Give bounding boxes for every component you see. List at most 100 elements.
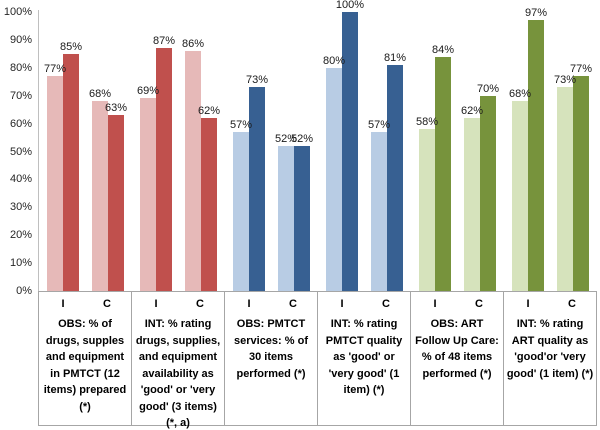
bar-pair-i-4: 80% 100% <box>323 0 364 291</box>
group-description: OBS: PMTCT services: % of 30 items perfo… <box>234 318 308 380</box>
bar-value-label: 62% <box>460 105 484 117</box>
y-tick-label: 90% <box>9 33 32 46</box>
bar-i-light-2: 69% <box>137 85 159 291</box>
bar-pair-i-5: 58% 84% <box>416 0 454 291</box>
bar-pair-c-5: 62% 70% <box>461 0 499 291</box>
subgroup-label-i: I <box>433 298 437 310</box>
y-tick-label: 10% <box>9 257 32 270</box>
group-label-cell-4: I C INT: % rating PMTCT quality as 'good' … <box>318 291 411 426</box>
bar-pair-i-1: 77% 85% <box>43 0 82 291</box>
bar-value-label: 69% <box>136 85 160 97</box>
y-tick-label: 60% <box>9 117 32 130</box>
bar-value-label: 63% <box>104 102 128 114</box>
subgroup-label-c: C <box>196 298 204 310</box>
group-label-cell-5: I C OBS: ART Follow Up Care: % of 48 items… <box>411 291 504 426</box>
bar-value-label: 80% <box>322 55 346 67</box>
bar-value-label: 86% <box>181 38 205 50</box>
group-description: INT: % rating ART quality as 'good'or 'v… <box>506 318 594 380</box>
plot-area: 77% 85% 68% 63% 69% 87% 86% 62% 57% 73% 52% 52% 80% 1… <box>39 0 597 291</box>
y-tick-label: 100% <box>3 6 32 18</box>
bar-i-dark-1: 85% <box>60 41 82 291</box>
subgroup-label-i: I <box>526 298 530 310</box>
subgroup-label-c: C <box>382 298 390 310</box>
bar-group-5: 58% 84% 62% 70% <box>411 0 504 291</box>
bar-c-light-5: 62% <box>461 105 483 291</box>
bar-i-dark-4: 100% <box>336 0 364 291</box>
y-tick-label: 80% <box>9 61 32 74</box>
bar-i-light-6: 68% <box>509 88 531 291</box>
bar-pair-c-2: 86% 62% <box>181 0 220 291</box>
subgroup-label-c: C <box>475 298 483 310</box>
subgroup-label-i: I <box>340 298 344 310</box>
bar-value-label: 87% <box>152 35 176 47</box>
bar-i-dark-3: 73% <box>246 74 268 291</box>
group-label-cell-1: I C OBS: % of drugs, supples and equipment… <box>39 291 132 426</box>
bar-value-label: 52% <box>290 133 314 145</box>
bar-c-light-3: 52% <box>275 133 297 291</box>
bar-value-label: 57% <box>367 119 391 131</box>
bar-value-label: 84% <box>431 44 455 56</box>
bar-value-label: 100% <box>335 0 365 11</box>
bar-value-label: 81% <box>383 52 407 64</box>
bar-pair-c-1: 68% 63% <box>89 0 127 291</box>
bar-value-label: 57% <box>229 119 253 131</box>
bar-value-label: 62% <box>197 105 221 117</box>
group-description: OBS: ART Follow Up Care: % of 48 items p… <box>415 318 499 380</box>
subgroup-label-c: C <box>289 298 297 310</box>
bar-value-label: 58% <box>415 116 439 128</box>
bar-group-2: 69% 87% 86% 62% <box>132 0 225 291</box>
y-tick-label: 50% <box>9 145 32 158</box>
y-tick-label: 70% <box>9 89 32 102</box>
bar-value-label: 73% <box>553 74 577 86</box>
subgroup-label-c: C <box>568 298 576 310</box>
group-label-cell-6: I C INT: % rating ART quality as 'good'or … <box>504 291 597 426</box>
bar-c-dark-3: 52% <box>291 133 313 291</box>
bar-value-label: 85% <box>59 41 83 53</box>
group-description: INT: % rating PMTCT quality as 'good' or… <box>325 318 403 396</box>
y-tick-label: 30% <box>9 201 32 214</box>
bar-pair-i-2: 69% 87% <box>137 0 176 291</box>
category-table: I C OBS: % of drugs, supples and equipment… <box>38 291 597 429</box>
bar-value-label: 77% <box>43 63 67 75</box>
bar-c-dark-1: 63% <box>105 102 127 291</box>
bar-pair-i-6: 68% 97% <box>509 0 547 291</box>
bar-c-light-4: 57% <box>368 119 390 291</box>
bar-value-label: 68% <box>88 88 112 100</box>
bar-i-dark-6: 97% <box>525 7 547 291</box>
subgroup-label-i: I <box>247 298 251 310</box>
bar-c-dark-5: 70% <box>477 83 499 291</box>
bar-value-label: 77% <box>569 63 593 75</box>
bar-c-light-1: 68% <box>89 88 111 291</box>
group-description: OBS: % of drugs, supples and equipment i… <box>43 318 127 413</box>
subgroup-label-i: I <box>154 298 158 310</box>
bar-i-light-5: 58% <box>416 116 438 291</box>
y-axis-line <box>38 10 39 291</box>
bar-c-light-6: 73% <box>554 74 576 291</box>
bar-pair-c-6: 73% 77% <box>554 0 592 291</box>
bar-c-dark-6: 77% <box>570 63 592 291</box>
bar-i-light-4: 80% <box>323 55 345 291</box>
y-axis-labels: 0% 10% 20% 30% 40% 50% 60% 70% 80% 90% 100% <box>0 0 34 297</box>
bar-value-label: 68% <box>508 88 532 100</box>
group-label-cell-2: I C INT: % rating drugs, supplies, and equ… <box>132 291 225 429</box>
y-tick-label: 40% <box>9 173 32 186</box>
bar-i-dark-5: 84% <box>432 44 454 291</box>
bar-c-dark-2: 62% <box>198 105 220 291</box>
subgroup-label-c: C <box>103 298 111 310</box>
bar-group-6: 68% 97% 73% 77% <box>504 0 597 291</box>
bar-value-label: 73% <box>245 74 269 86</box>
bar-pair-c-4: 57% 81% <box>368 0 407 291</box>
y-tick-label: 0% <box>16 285 32 297</box>
bar-value-label: 97% <box>524 7 548 19</box>
bar-i-light-3: 57% <box>230 119 252 291</box>
y-tick-label: 20% <box>9 229 32 242</box>
bar-group-1: 77% 85% 68% 63% <box>39 0 132 291</box>
bar-group-4: 80% 100% 57% 81% <box>318 0 411 291</box>
bar-value-label: 70% <box>476 83 500 95</box>
